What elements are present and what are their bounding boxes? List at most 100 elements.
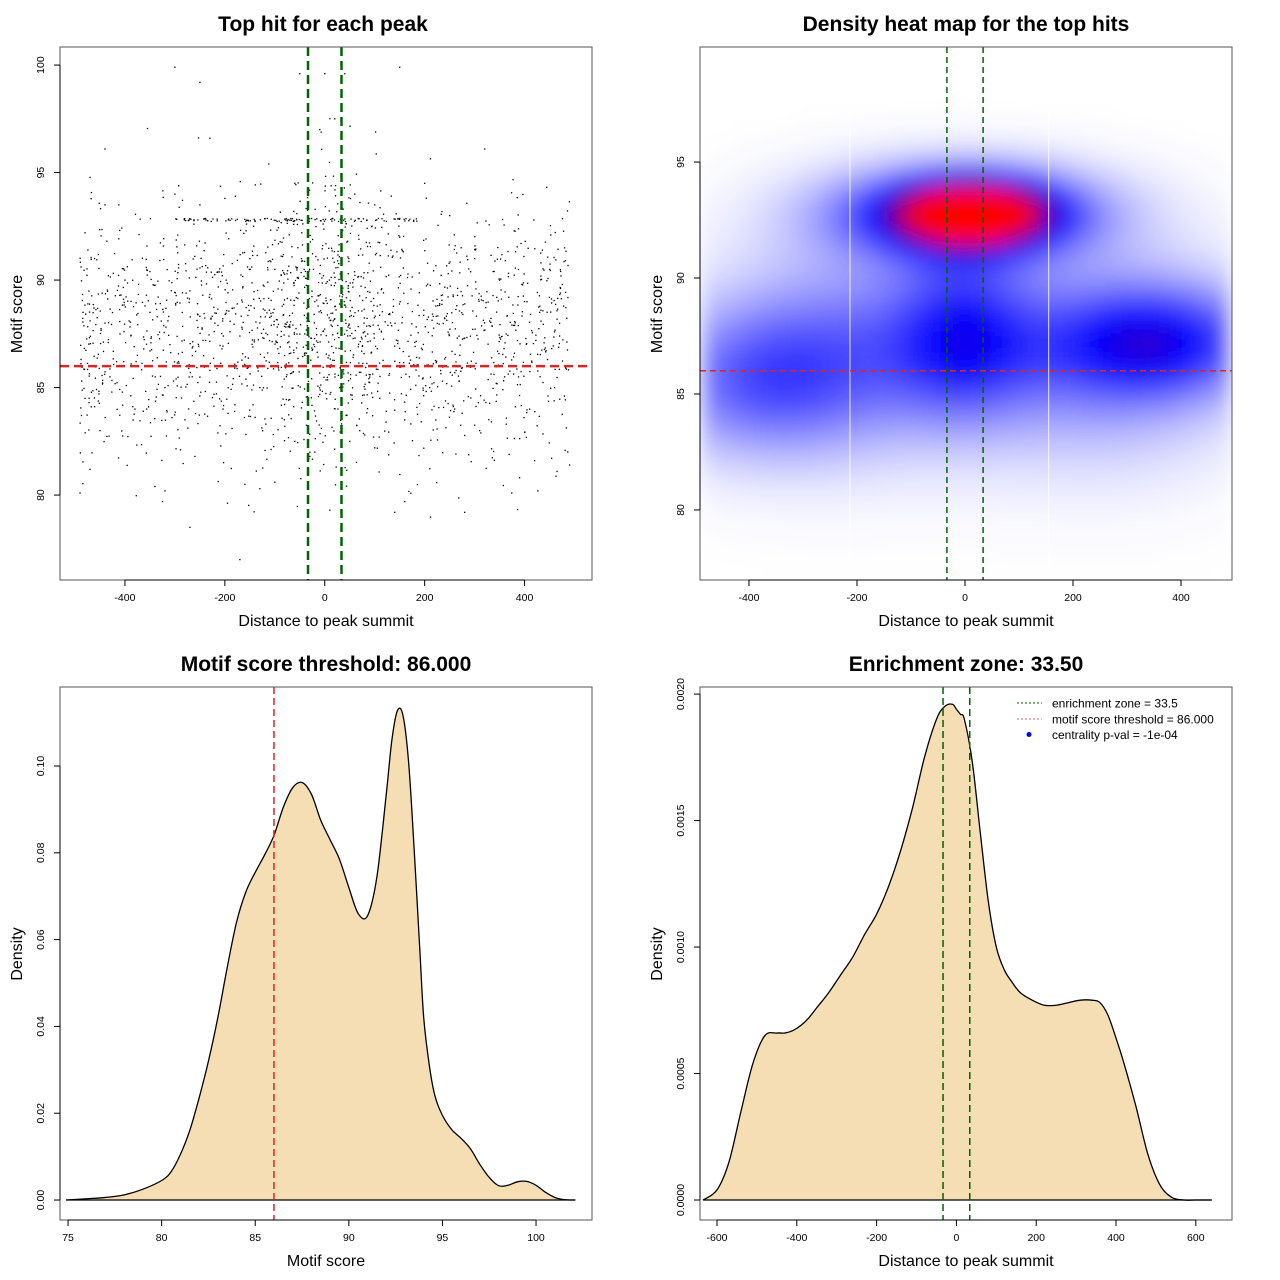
data-point [246,219,248,221]
heatmap-cell [713,495,729,511]
heatmap-cell [727,200,743,216]
data-point [231,262,233,265]
data-point [162,349,165,351]
data-point [304,277,307,279]
heatmap-cell [895,200,911,216]
heatmap-cell [965,88,981,104]
data-point [304,333,306,335]
heatmap-cell [1091,355,1107,371]
data-point [287,326,289,328]
data-point [466,202,468,204]
data-point [262,308,264,310]
data-point [377,241,379,243]
heatmap-cell [895,214,911,230]
data-point [337,250,339,253]
data-point [418,402,421,405]
heatmap-cell [727,74,743,90]
heatmap-cell [951,47,967,62]
data-point [332,217,334,220]
data-point [301,232,303,234]
data-point [99,229,101,231]
data-point [435,315,437,317]
heatmap-cell [755,74,771,90]
data-point [434,359,437,362]
heatmap-cell [1203,284,1219,300]
data-point [334,484,337,486]
data-point [372,310,374,312]
data-point [164,386,166,389]
heatmap-cell [1035,425,1051,441]
data-point [98,202,100,204]
heatmap-cell [1217,214,1232,230]
data-point [218,271,220,273]
heatmap-cell [881,327,897,343]
data-point [319,470,321,472]
data-point [352,282,354,284]
panel-heatmap: Density heat map for the top hits -400 -2… [649,13,1233,630]
heatmap-cell [853,228,869,244]
data-point [361,338,363,340]
data-point [368,242,371,244]
heatmap-cell [1175,158,1191,174]
heatmap-cell [713,270,729,286]
data-point [327,357,329,359]
heatmap-cell [797,439,813,455]
data-point [308,297,310,300]
data-point [393,409,396,411]
data-point [246,385,248,387]
data-point [398,347,401,350]
data-point [321,282,323,284]
heatmap-cell [783,467,799,483]
heatmap-cell [979,313,995,329]
data-point [85,313,87,315]
data-point [177,252,179,254]
data-point [568,464,571,466]
data-point [324,73,326,75]
heatmap-cell [713,116,729,132]
data-point [259,316,262,318]
y-tick-label: 80 [675,504,687,516]
heatmap-cell [769,116,785,132]
heatmap-cell [1035,256,1051,272]
data-point [398,276,400,278]
data-point [205,264,207,267]
data-point [542,310,544,312]
heatmap-cell [1035,130,1051,146]
heatmap-cell [797,327,813,343]
data-point [380,288,382,291]
heatmap-cell [769,214,785,230]
data-point [216,220,218,222]
data-point [284,425,286,427]
heatmap-cell [1203,116,1219,132]
data-point [308,220,310,223]
data-point [360,276,362,278]
heatmap-cell [1091,467,1107,483]
data-point [170,352,172,354]
data-point [417,304,419,306]
heatmap-cell [1021,453,1037,469]
heatmap-cell [1021,214,1037,230]
heatmap-cell [811,411,827,427]
heatmap-cell [993,172,1009,188]
data-point [347,402,349,404]
heatmap-cell [1091,313,1107,329]
data-point [559,286,561,289]
data-point [490,421,493,423]
heatmap-cell [1119,228,1135,244]
heatmap-cell [923,186,939,202]
data-point [418,314,420,317]
data-point [79,261,82,263]
heatmap-cell [1091,270,1107,286]
data-point [394,218,396,220]
data-point [83,368,85,370]
heatmap-cell [1063,551,1079,567]
heatmap-cell [1021,439,1037,455]
data-point [215,393,218,395]
heatmap-cell [713,130,729,146]
heatmap-cell [825,284,841,300]
data-point [487,343,489,345]
heatmap-cell [727,242,743,258]
data-point [188,364,190,366]
heatmap-cell [979,214,995,230]
data-point [331,312,334,314]
